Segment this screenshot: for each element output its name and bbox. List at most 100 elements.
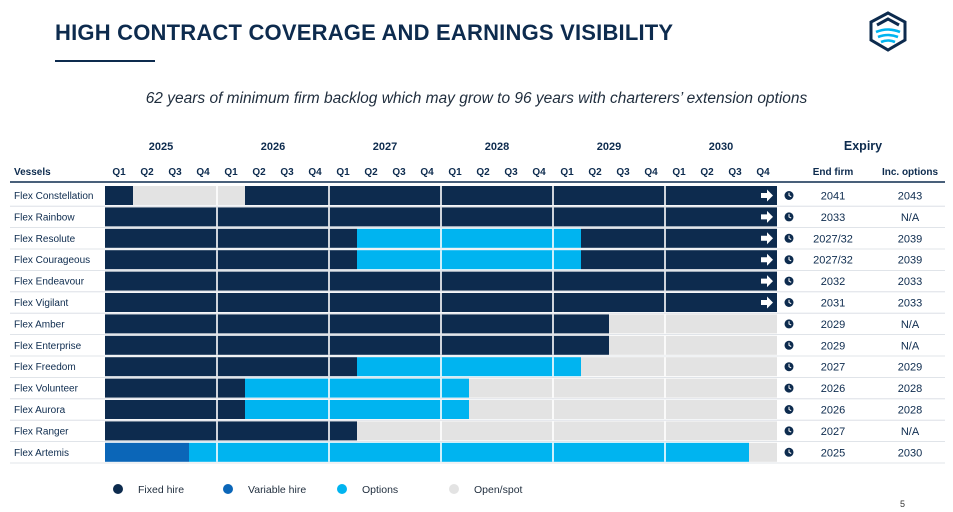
year-label-2028: 2028 <box>485 141 509 153</box>
bar-segment-open <box>609 314 777 334</box>
quarter-label: Q2 <box>588 167 602 178</box>
vessels-header: Vessels <box>14 167 51 178</box>
quarter-label: Q1 <box>672 167 686 178</box>
bar-segment-open <box>609 335 777 355</box>
expiry-header: Expiry <box>844 139 882 153</box>
extension-arrow-icon <box>761 210 773 223</box>
legend-label-variable: Variable hire <box>248 484 306 496</box>
extension-arrow-icon <box>761 189 773 202</box>
extension-arrow-icon <box>761 275 773 288</box>
inc-options-value: 2029 <box>898 362 922 374</box>
vessel-label: Flex Artemis <box>14 448 69 459</box>
inc-options-value: 2039 <box>898 255 922 267</box>
legend-marker-options <box>337 484 347 494</box>
bar-segment-options <box>357 228 581 248</box>
inc-options-value: 2043 <box>898 191 922 203</box>
bar-segment-open <box>133 186 245 205</box>
vessel-label: Flex Aurora <box>14 405 66 416</box>
bar-segment-open <box>581 357 777 377</box>
clock-hands <box>788 363 792 369</box>
end-firm-value: 2033 <box>821 212 845 224</box>
quarter-label: Q3 <box>280 167 294 178</box>
bar-segment-fixed <box>105 378 245 398</box>
clock-hands <box>788 385 792 390</box>
year-label-2029: 2029 <box>597 141 621 153</box>
quarter-label: Q4 <box>644 167 658 178</box>
quarter-label: Q1 <box>560 167 574 178</box>
legend-marker-variable <box>223 484 233 494</box>
clock-hands <box>788 214 792 219</box>
page-number: 5 <box>900 499 906 509</box>
bar-segment-fixed <box>105 421 357 441</box>
clock-hands <box>788 256 792 262</box>
year-label-2030: 2030 <box>709 141 733 153</box>
quarter-label: Q2 <box>364 167 378 178</box>
inc-options-value: N/A <box>901 340 920 352</box>
year-label-2026: 2026 <box>261 141 285 153</box>
quarter-label: Q2 <box>700 167 714 178</box>
inc-options-value: 2033 <box>898 298 922 310</box>
bar-segment-fixed <box>581 228 777 248</box>
quarter-label: Q2 <box>252 167 266 178</box>
page-subtitle: 62 years of minimum firm backlog which m… <box>145 90 808 107</box>
clock-hands <box>788 235 792 240</box>
end-firm-value: 2029 <box>821 340 845 352</box>
bar-segment-fixed <box>245 186 777 205</box>
quarter-label: Q3 <box>504 167 518 178</box>
vessel-label: Flex Volunteer <box>14 384 79 395</box>
quarter-label: Q3 <box>728 167 742 178</box>
flex-lng-logo-icon <box>869 11 907 52</box>
year-label-2027: 2027 <box>373 141 397 153</box>
bar-segment-fixed <box>581 250 777 270</box>
end-firm-value: 2026 <box>821 405 845 417</box>
clock-hands <box>788 192 792 198</box>
inc-options-value: 2039 <box>898 233 922 245</box>
clock-hands <box>788 428 792 433</box>
quarter-label: Q1 <box>336 167 350 178</box>
vessel-label: Flex Enterprise <box>14 341 82 352</box>
vessel-label: Flex Rainbow <box>14 212 75 223</box>
clock-hands <box>788 342 792 347</box>
quarter-label: Q1 <box>448 167 462 178</box>
vessel-label: Flex Resolute <box>14 234 76 245</box>
extension-arrow-icon <box>761 296 773 309</box>
quarter-label: Q4 <box>420 167 434 178</box>
legend-marker-open <box>449 484 459 494</box>
legend-marker-fixed <box>113 484 123 494</box>
vessel-label: Flex Amber <box>14 319 65 330</box>
legend-label-fixed: Fixed hire <box>138 484 184 496</box>
clock-hands <box>788 449 792 454</box>
bar-segment-fixed <box>105 400 245 419</box>
end-firm-value: 2029 <box>821 319 845 331</box>
vessel-label: Flex Vigilant <box>14 298 69 309</box>
page-title: HIGH CONTRACT COVERAGE AND EARNINGS VISI… <box>55 20 674 45</box>
quarter-label: Q3 <box>392 167 406 178</box>
bar-segment-options <box>245 400 469 419</box>
bar-segment-fixed <box>105 186 133 205</box>
end-firm-value: 2027/32 <box>813 255 853 267</box>
inc-options-value: N/A <box>901 319 920 331</box>
year-label-2025: 2025 <box>149 141 173 153</box>
bar-segment-options <box>357 250 581 270</box>
inc-options-value: 2028 <box>898 383 922 395</box>
inc-options-value: N/A <box>901 426 920 438</box>
quarter-label: Q2 <box>476 167 490 178</box>
quarter-label: Q1 <box>224 167 238 178</box>
quarter-label: Q4 <box>196 167 210 178</box>
end-firm-value: 2025 <box>821 447 845 459</box>
end-firm-value: 2026 <box>821 383 845 395</box>
bar-segment-options <box>357 357 581 377</box>
extension-arrow-icon <box>761 232 773 245</box>
bar-segment-variable <box>105 442 189 462</box>
inc-options-header: Inc. options <box>882 167 939 178</box>
vessel-label: Flex Constellation <box>14 191 93 202</box>
clock-hands <box>788 299 792 305</box>
legend-label-open: Open/spot <box>474 484 523 496</box>
quarter-label: Q3 <box>168 167 182 178</box>
end-firm-header: End firm <box>813 167 854 178</box>
end-firm-value: 2027/32 <box>813 233 853 245</box>
inc-options-value: 2030 <box>898 447 922 459</box>
title-underline <box>55 60 155 62</box>
bar-segment-open <box>469 400 777 419</box>
